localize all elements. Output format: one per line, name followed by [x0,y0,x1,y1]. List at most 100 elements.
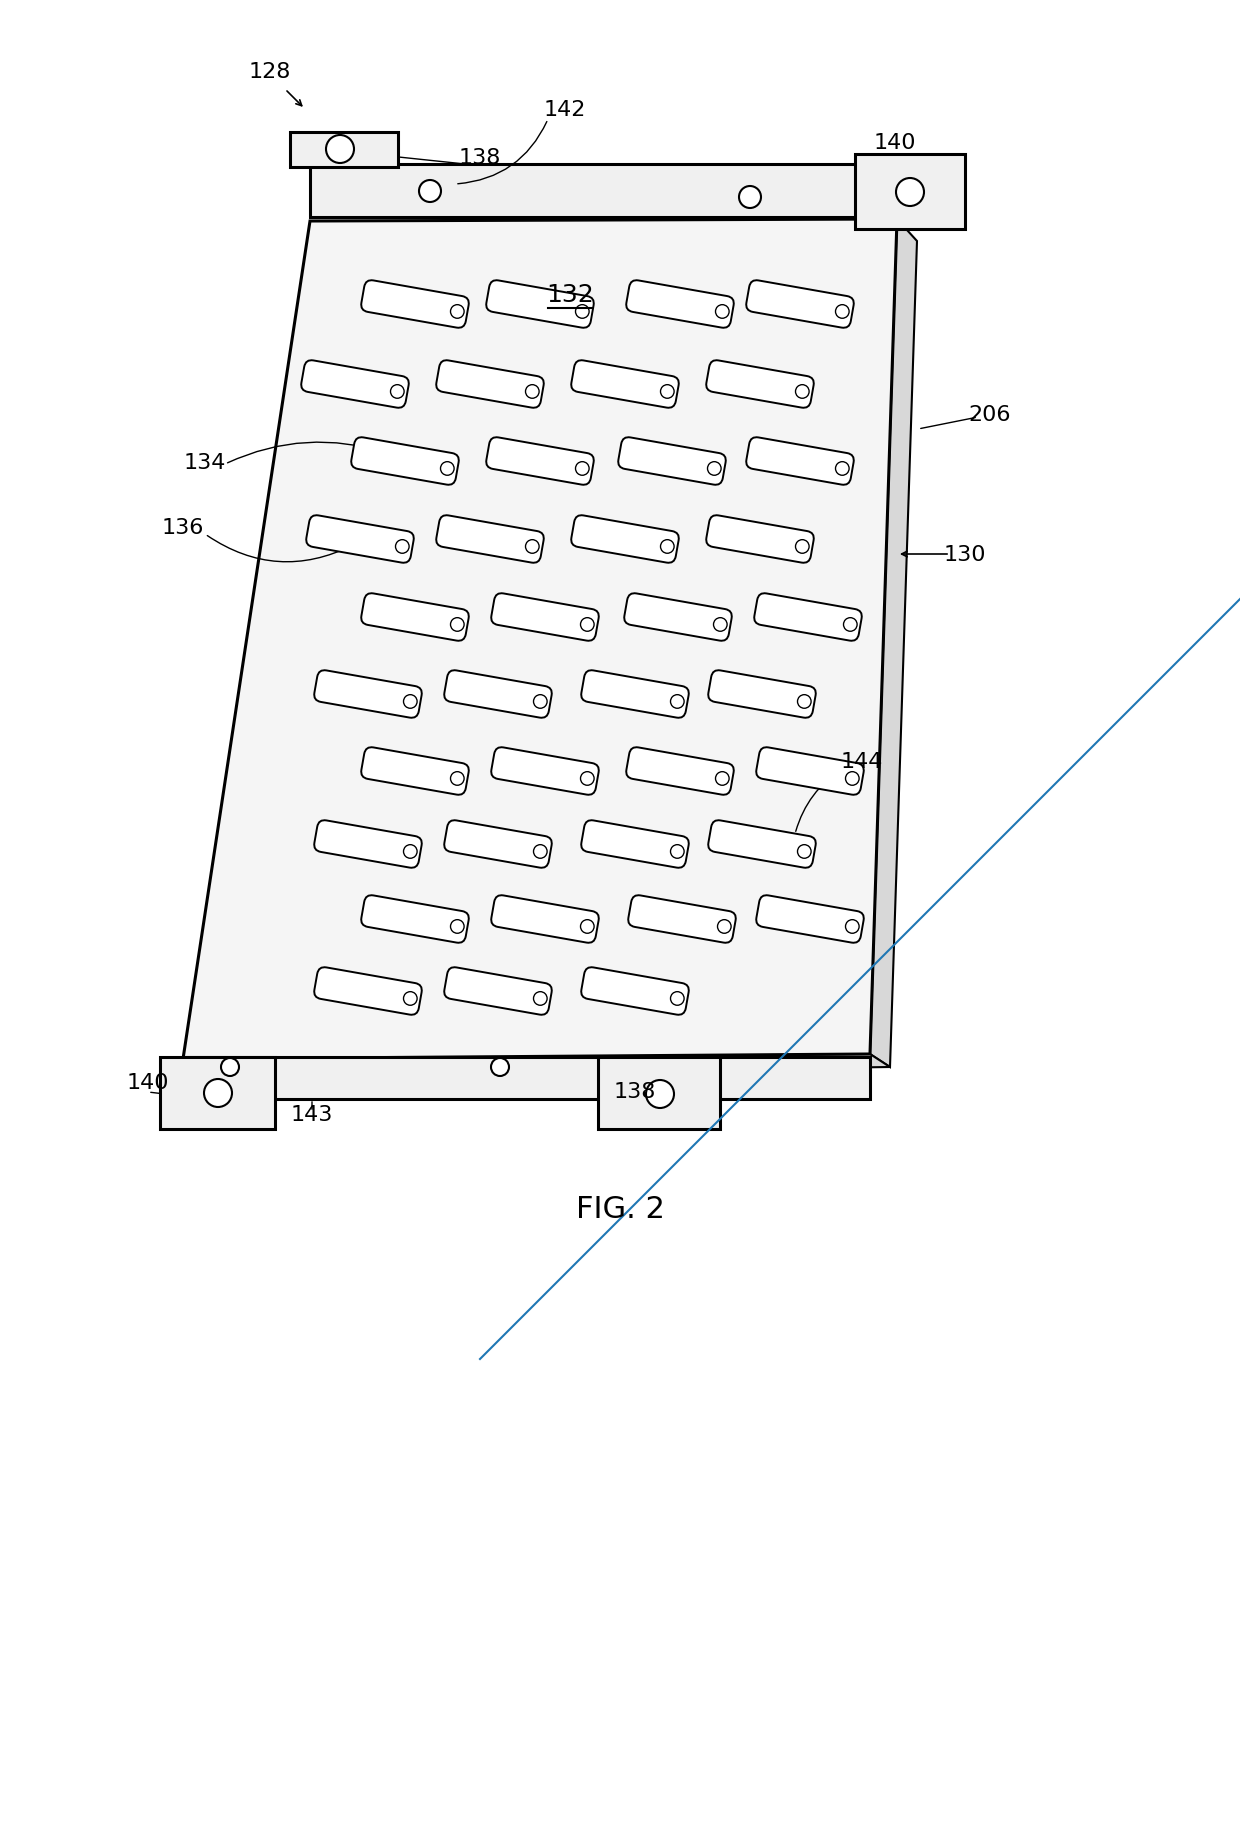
Text: 143: 143 [291,1105,334,1124]
Circle shape [326,136,353,164]
Circle shape [450,305,464,320]
FancyBboxPatch shape [754,594,862,642]
FancyBboxPatch shape [746,281,854,329]
Circle shape [403,846,417,859]
Text: 128: 128 [249,63,291,83]
Text: 140: 140 [126,1072,169,1092]
Polygon shape [870,221,918,1067]
Circle shape [526,541,539,554]
FancyBboxPatch shape [361,896,469,943]
Circle shape [221,1059,239,1076]
Circle shape [797,695,811,708]
Text: 138: 138 [614,1081,656,1102]
FancyBboxPatch shape [707,517,813,563]
FancyBboxPatch shape [491,896,599,943]
Circle shape [897,178,924,208]
Circle shape [396,541,409,554]
Circle shape [797,846,811,859]
Circle shape [646,1079,675,1109]
FancyBboxPatch shape [486,438,594,485]
Circle shape [836,462,849,476]
FancyBboxPatch shape [361,594,469,642]
FancyBboxPatch shape [444,671,552,719]
Circle shape [718,920,732,934]
FancyBboxPatch shape [626,748,734,794]
Circle shape [713,618,727,633]
Circle shape [715,305,729,320]
FancyBboxPatch shape [629,896,735,943]
Polygon shape [598,1057,720,1129]
Circle shape [580,772,594,785]
FancyBboxPatch shape [572,360,678,408]
FancyBboxPatch shape [491,748,599,794]
Circle shape [450,772,464,785]
Text: 144: 144 [841,752,883,772]
FancyBboxPatch shape [436,360,544,408]
FancyBboxPatch shape [756,748,864,794]
Polygon shape [856,154,965,230]
Circle shape [796,541,810,554]
Circle shape [661,386,675,399]
Text: FIG. 2: FIG. 2 [575,1195,665,1223]
Circle shape [533,695,547,708]
FancyBboxPatch shape [708,820,816,868]
Circle shape [450,920,464,934]
FancyBboxPatch shape [314,820,422,868]
FancyBboxPatch shape [624,594,732,642]
FancyBboxPatch shape [582,671,688,719]
FancyBboxPatch shape [619,438,725,485]
Text: 206: 206 [968,405,1012,425]
FancyBboxPatch shape [486,281,594,329]
Circle shape [526,386,539,399]
Circle shape [403,695,417,708]
Text: 142: 142 [544,99,587,120]
FancyBboxPatch shape [746,438,854,485]
Circle shape [575,462,589,476]
Circle shape [491,1059,508,1076]
Circle shape [391,386,404,399]
FancyBboxPatch shape [361,748,469,794]
Polygon shape [290,132,398,167]
FancyBboxPatch shape [314,671,422,719]
Circle shape [533,846,547,859]
FancyBboxPatch shape [314,967,422,1015]
Circle shape [419,180,441,202]
Circle shape [533,991,547,1006]
Text: 130: 130 [944,544,986,565]
FancyBboxPatch shape [444,820,552,868]
Circle shape [843,618,857,633]
Circle shape [671,846,684,859]
Polygon shape [184,221,897,1059]
FancyBboxPatch shape [707,360,813,408]
Circle shape [575,305,589,320]
Circle shape [846,920,859,934]
Polygon shape [184,1057,870,1100]
Text: 140: 140 [874,132,916,153]
Polygon shape [310,166,897,217]
Circle shape [671,991,684,1006]
FancyBboxPatch shape [306,517,414,563]
FancyBboxPatch shape [582,967,688,1015]
Circle shape [715,772,729,785]
Polygon shape [184,1054,890,1078]
FancyBboxPatch shape [301,360,409,408]
Circle shape [580,618,594,633]
Circle shape [661,541,675,554]
FancyBboxPatch shape [582,820,688,868]
FancyBboxPatch shape [708,671,816,719]
Text: 134: 134 [184,452,226,473]
FancyBboxPatch shape [444,967,552,1015]
Circle shape [403,991,417,1006]
FancyBboxPatch shape [436,517,544,563]
Circle shape [846,772,859,785]
Circle shape [739,188,761,210]
Circle shape [440,462,454,476]
Circle shape [205,1079,232,1107]
FancyBboxPatch shape [756,896,864,943]
Text: 132: 132 [546,283,594,307]
FancyBboxPatch shape [626,281,734,329]
FancyBboxPatch shape [572,517,678,563]
FancyBboxPatch shape [351,438,459,485]
Circle shape [450,618,464,633]
Circle shape [796,386,810,399]
